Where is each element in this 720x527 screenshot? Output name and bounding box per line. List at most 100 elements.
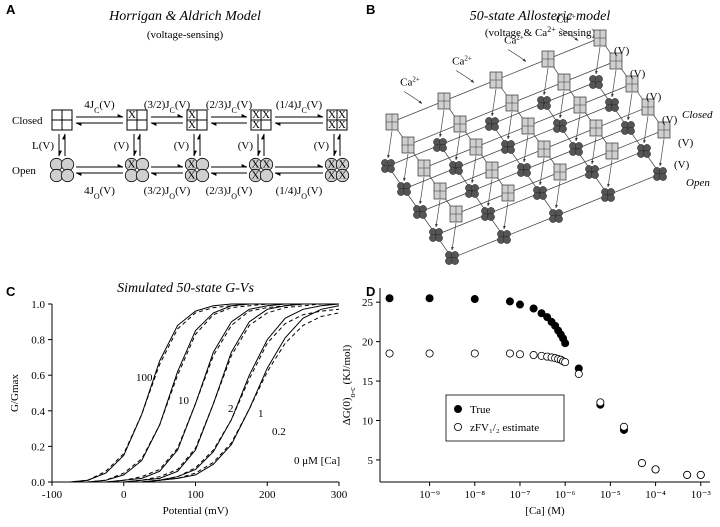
ca-text: Ca	[452, 56, 464, 68]
state-label: Open	[686, 177, 710, 189]
ca-sup: 2+	[412, 76, 420, 84]
transition	[523, 148, 577, 171]
transition	[591, 136, 597, 165]
open-subunit	[455, 167, 463, 175]
sensor-mark: X	[128, 109, 136, 121]
open-subunit	[124, 168, 139, 183]
sensor-mark: X	[188, 170, 196, 182]
data-point	[470, 295, 479, 304]
chart-title: Simulated 50-state G-Vs	[117, 281, 254, 296]
transition	[555, 194, 609, 217]
transition	[471, 155, 477, 184]
open-subunit	[135, 157, 150, 172]
transition	[419, 176, 425, 205]
y-tick-label: 0.4	[31, 406, 45, 418]
rate-label: (1/4)JO(V)	[276, 185, 323, 201]
transition	[407, 123, 461, 146]
transition	[491, 88, 497, 117]
transition	[487, 178, 493, 207]
data-point	[529, 304, 538, 313]
data-point	[561, 358, 570, 367]
data-point	[637, 459, 646, 468]
rate-label-part: 4J	[84, 185, 95, 197]
sensor-mark: X	[338, 119, 346, 131]
open-subunit	[49, 157, 64, 172]
rate-label-part: 4J	[84, 99, 95, 111]
legend-marker	[453, 422, 462, 431]
sensor-mark: X	[328, 109, 336, 121]
open-subunit	[487, 213, 495, 221]
rate-label-part: (V)	[307, 99, 323, 111]
transition	[555, 180, 561, 209]
open-subunit	[659, 173, 667, 181]
rate-label-sub: C	[94, 106, 99, 115]
data-point	[651, 465, 660, 474]
open-subunit	[435, 234, 443, 242]
data-point	[619, 422, 628, 431]
sensor-mark: X	[252, 119, 260, 131]
transition	[507, 125, 561, 148]
open-subunit	[555, 215, 563, 223]
open-subunit	[643, 150, 651, 158]
sensor-mark: X	[328, 119, 336, 131]
fit-line	[52, 303, 339, 483]
rate-label-part: (V)	[175, 185, 191, 197]
transition	[439, 123, 493, 146]
curve-label: 10	[178, 395, 190, 407]
state-label: Closed	[682, 109, 713, 121]
transition	[611, 129, 665, 152]
rate-label-sub: C	[302, 106, 307, 115]
open-subunit	[387, 165, 395, 173]
ca-label: Ca2+	[504, 34, 524, 47]
open-subunit	[451, 257, 459, 265]
data-point	[425, 349, 434, 358]
y-tick-label: 0.8	[31, 335, 45, 347]
transition	[443, 79, 497, 102]
fit-line	[52, 308, 340, 483]
open-subunit	[60, 157, 75, 172]
ca-sup: 2+	[464, 55, 472, 63]
transition	[451, 222, 457, 251]
transition	[659, 138, 665, 167]
rate-label: (3/2)JC(V)	[144, 99, 191, 115]
open-subunit	[627, 127, 635, 135]
rate-label: (2/3)JC(V)	[206, 99, 253, 115]
x-axis-label: [Ca] (M)	[525, 505, 565, 517]
ca-sup: 2+	[568, 13, 576, 21]
transition	[503, 201, 509, 230]
panel-title: 50-state Allosteric model	[470, 9, 611, 24]
transition	[559, 104, 613, 127]
panel-subtitle-part: (voltage & Ca	[485, 27, 547, 39]
panel-subtitle-sup: 2+	[547, 25, 556, 34]
sensor-mark: X	[339, 159, 347, 171]
rate-label: 4JC(V)	[84, 99, 115, 115]
state-label: Closed	[12, 115, 43, 127]
rate-label-part: (V)	[100, 185, 116, 197]
x-tick-label: 10⁻⁸	[464, 489, 485, 501]
rate-label: (1/4)JC(V)	[276, 99, 323, 115]
rate-label-sub: O	[231, 192, 237, 201]
transition	[511, 81, 565, 104]
transition	[579, 83, 633, 106]
transition	[491, 148, 545, 171]
ca-text: Ca	[556, 14, 568, 26]
transition	[591, 150, 645, 173]
transition	[455, 192, 509, 215]
open-subunit	[539, 192, 547, 200]
open-subunit	[439, 144, 447, 152]
open-subunit	[591, 171, 599, 179]
curve-label: 0 μM [Ca]	[294, 455, 340, 467]
sensor-mark: X	[252, 109, 260, 121]
rate-label-part: (V)	[99, 99, 115, 111]
legend-marker	[453, 404, 462, 413]
y-axis-label-sub: o-c	[348, 387, 357, 398]
rate-label-part: (3/2)J	[144, 185, 170, 197]
transition	[491, 102, 545, 125]
open-subunit	[335, 168, 350, 183]
transition	[607, 159, 613, 188]
x-tick-label: 10⁻³	[691, 489, 712, 501]
y-tick-label: 15	[362, 376, 374, 388]
open-subunit	[60, 168, 75, 183]
v-label: (V)	[678, 137, 694, 149]
transition	[403, 167, 457, 190]
